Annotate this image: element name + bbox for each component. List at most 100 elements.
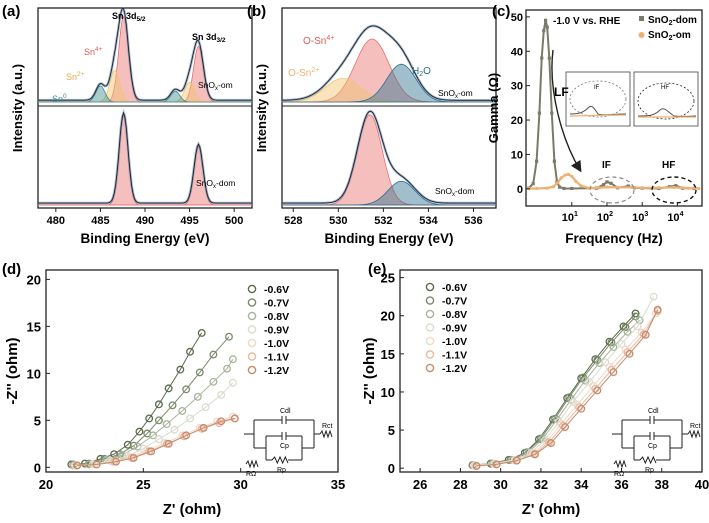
- y-tick-label: 20: [381, 309, 395, 324]
- nyquist-point: [609, 368, 618, 377]
- panel-b-y-label: Intensity (a.u.): [254, 64, 269, 152]
- nyquist-point: [561, 423, 570, 431]
- y-tick-label: 40: [511, 46, 523, 58]
- panel-c-x-ticks: 101 102 103 104: [562, 202, 684, 224]
- nyquist-line--0.9V: [75, 382, 234, 466]
- nyquist-point: [617, 339, 626, 348]
- circuit-label-cdl: Cdl: [280, 408, 291, 415]
- drt-point-dom: [570, 186, 574, 191]
- legend-label: -0.6V: [264, 284, 289, 296]
- panel-b-plot-area: [281, 24, 496, 206]
- circuit-label-rp: Rp: [645, 467, 654, 474]
- nyquist-point: [641, 330, 650, 339]
- panel-d-label: (d): [2, 261, 21, 278]
- drt-point-dom: [542, 29, 546, 33]
- nyquist-point: [621, 323, 630, 332]
- legend-label: -0.9V: [442, 323, 467, 335]
- y-tick-label: 0: [34, 460, 41, 475]
- nyquist-point: [230, 414, 239, 423]
- circuit-resistor-ro: [613, 459, 627, 469]
- y-tick-label: 50: [511, 12, 523, 24]
- nyquist-point: [147, 447, 156, 456]
- nyquist-point: [154, 400, 163, 409]
- y-tick-label: 30: [511, 81, 523, 93]
- circuit-label-cdl: Cdl: [648, 408, 659, 415]
- drt-point-dom: [601, 183, 606, 187]
- legend-label: -0.7V: [264, 298, 289, 310]
- circuit-label-ro: RΩ: [246, 471, 256, 478]
- inset-if-ellipse: [569, 80, 627, 118]
- y-tick-label: 20: [511, 115, 523, 127]
- drt-point-om: [570, 174, 574, 179]
- nyquist-point: [182, 431, 191, 440]
- y-tick-label: 0: [517, 184, 523, 196]
- nyquist-point: [170, 425, 179, 434]
- nyquist-point: [178, 406, 187, 415]
- nyquist-line--0.7V: [73, 336, 230, 465]
- panel-a-comp-sn2: Sn2+: [66, 71, 85, 82]
- panel-c-label: (c): [492, 3, 510, 20]
- panel-e-x-label: Z' (ohm): [522, 501, 581, 518]
- legend-marker: [247, 338, 257, 348]
- legend-marker-om: [638, 32, 645, 38]
- panel-b-comp-h2o: H2O: [412, 66, 431, 78]
- x-tick-label: 36: [614, 477, 628, 492]
- x-tick-label: 532: [374, 215, 392, 227]
- drt-point-om: [615, 185, 620, 190]
- drt-point-om: [586, 186, 591, 190]
- nyquist-point: [195, 368, 204, 377]
- drt-point-om: [605, 185, 609, 189]
- legend-marker: [247, 352, 257, 361]
- drt-point-dom: [547, 56, 551, 60]
- panel-b: (b) 528 530 532 534 536 Binding Energy (eV) …: [247, 3, 497, 246]
- panel-d-x-ticks: 20 25 30 35: [39, 468, 345, 492]
- panel-c-y-label: Gamma (Ω): [486, 73, 501, 143]
- nyquist-point: [217, 417, 226, 426]
- nyquist-point: [653, 305, 662, 314]
- panel-c-region-hf: HF: [662, 160, 675, 171]
- panel-c-title: -1.0 V vs. RHE: [553, 16, 621, 27]
- legend-marker: [425, 323, 435, 332]
- x-tick-label: 495: [180, 215, 198, 227]
- panel-c-hf-ellipse: [651, 176, 697, 204]
- nyquist-point: [547, 439, 555, 447]
- nyquist-point: [162, 420, 171, 429]
- x-tick-label: 480: [47, 215, 65, 227]
- nyquist-point: [625, 349, 634, 358]
- panel-a-label: (a): [2, 3, 20, 20]
- inset-hf-label: HF: [661, 85, 669, 91]
- nyquist-point: [154, 416, 163, 425]
- nyquist-point: [117, 451, 126, 460]
- legend-label: -1.2V: [442, 363, 467, 375]
- nyquist-point: [186, 347, 195, 356]
- x-tick-label: 28: [453, 477, 467, 492]
- legend-marker-dom: [639, 16, 644, 21]
- legend-label: -1.1V: [264, 352, 289, 364]
- panel-a-peak-label-3d5: Sn 3d5/2: [112, 11, 146, 23]
- x-tick-label: 20: [39, 477, 53, 492]
- inset-hf-box: [633, 71, 699, 127]
- panel-c-arrow: [551, 49, 582, 173]
- nyquist-point: [228, 412, 237, 421]
- x-tick-label: 35: [331, 477, 345, 492]
- panel-c-x-label: Frequency (Hz): [565, 231, 663, 246]
- legend-label: -0.9V: [264, 325, 289, 337]
- nyquist-point: [492, 460, 501, 469]
- nyquist-point: [73, 461, 82, 470]
- drt-point-dom: [545, 25, 549, 29]
- x-tick-label: 102: [597, 211, 613, 224]
- xps-raw-line-b: [282, 110, 496, 204]
- drt-point-om: [630, 185, 634, 190]
- drt-point-dom: [557, 185, 562, 189]
- inset-hf-dom-line: [637, 108, 697, 117]
- circuit-label-rct: Rct: [690, 423, 701, 430]
- panel-c-region-lf: LF: [554, 85, 569, 99]
- panel-c: (c) 0 10 20 30 40 50 101 102 103 104 Frequency (…: [486, 3, 703, 246]
- panel-d-y-label: -Z'' (ohm): [4, 337, 21, 404]
- inset-hf-ellipse: [637, 82, 695, 120]
- drt-point-dom: [562, 186, 566, 191]
- x-tick-label: 103: [632, 211, 648, 224]
- panel-b-sample-bottom: SnOx-dom: [435, 186, 474, 198]
- legend-marker: [425, 309, 435, 319]
- drt-point-dom: [609, 181, 613, 185]
